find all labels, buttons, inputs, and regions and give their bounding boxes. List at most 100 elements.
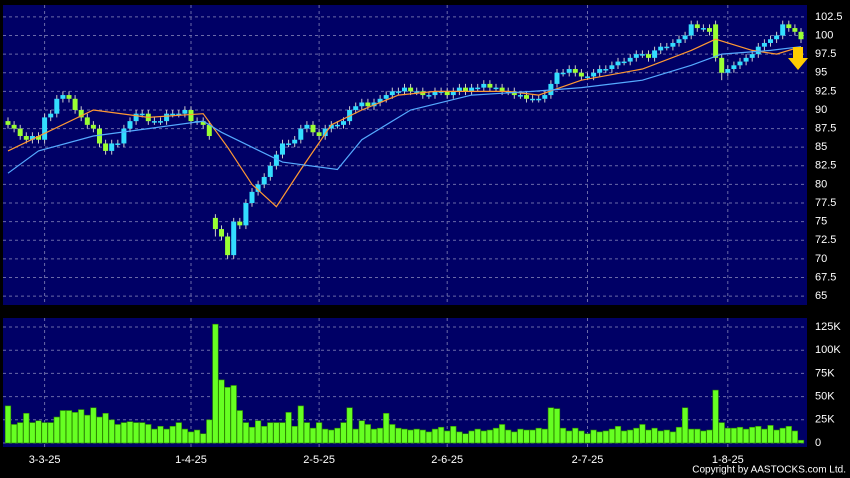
candle-body xyxy=(255,184,261,192)
volume-bar xyxy=(511,431,518,444)
candle-body xyxy=(84,117,90,125)
candle-body xyxy=(743,57,749,62)
candle-body xyxy=(212,217,218,230)
candle-body xyxy=(524,95,529,99)
volume-bar xyxy=(96,416,103,444)
candle-body xyxy=(658,46,664,51)
candle-body xyxy=(737,61,743,66)
candle-body xyxy=(566,69,572,73)
candle-body xyxy=(426,95,432,97)
volume-tick-label: 125K xyxy=(815,321,841,333)
candle-body xyxy=(456,87,462,92)
candle-body xyxy=(267,165,273,177)
y-tick-label: 92.5 xyxy=(815,85,836,97)
candle-body xyxy=(231,221,237,256)
volume-bar xyxy=(675,426,683,444)
volume-bar xyxy=(431,428,439,444)
candle-body xyxy=(505,91,511,93)
volume-bar xyxy=(559,427,567,444)
volume-tick-label: 50K xyxy=(815,391,835,403)
y-tick-label: 80 xyxy=(815,178,827,190)
y-tick-label: 72.5 xyxy=(815,234,836,246)
candle-body xyxy=(310,124,316,133)
volume-bar xyxy=(663,429,670,444)
y-tick-label: 90 xyxy=(815,104,827,116)
volume-bar xyxy=(376,427,384,444)
y-tick-label: 65 xyxy=(815,290,827,302)
volume-bar xyxy=(694,428,701,444)
volume-bar xyxy=(474,428,481,444)
volume-bar xyxy=(41,422,48,444)
candle-body xyxy=(292,139,298,144)
volume-bar xyxy=(157,426,164,444)
volume-bar xyxy=(614,426,622,444)
volume-bar xyxy=(35,420,42,444)
volume-bar xyxy=(590,429,597,444)
volume-bar xyxy=(23,413,30,444)
candle-body xyxy=(176,113,182,116)
volume-bar xyxy=(755,426,762,444)
x-tick-label: 3-3-25 xyxy=(29,454,61,466)
candle-body xyxy=(42,117,48,140)
volume-bar xyxy=(468,430,475,444)
candle-body xyxy=(286,143,292,145)
volume-bar xyxy=(346,407,353,444)
plot-layer: 65 67.5 70 72.5 75 77.5 80 82.5 85 87.5 90 92.5 95 97… xyxy=(3,5,843,466)
volume-bar xyxy=(126,421,134,444)
volume-bar xyxy=(401,428,408,444)
volume-bar xyxy=(230,385,237,444)
last-price-arrow xyxy=(788,47,808,70)
candle-body xyxy=(633,54,639,58)
candle-body xyxy=(48,113,54,118)
volume-bar xyxy=(535,427,542,444)
volume-bar xyxy=(700,430,707,444)
candle-body xyxy=(585,76,590,78)
volume-bar xyxy=(730,427,737,444)
volume-bar xyxy=(53,416,60,444)
candle-body xyxy=(23,136,29,140)
candle-body xyxy=(115,143,121,145)
volume-bar xyxy=(102,413,109,444)
volume-bar xyxy=(200,433,207,444)
candle-body xyxy=(749,54,755,58)
volume-bar xyxy=(566,430,573,444)
volume-bar xyxy=(572,427,579,444)
candle-body xyxy=(103,143,109,151)
y-tick-label: 82.5 xyxy=(815,160,836,172)
volume-bar xyxy=(657,430,664,444)
volume-bar xyxy=(749,426,756,444)
candle-body xyxy=(444,91,450,96)
volume-bar xyxy=(724,427,731,444)
volume-bar xyxy=(541,428,548,444)
volume-bar xyxy=(255,420,262,444)
candle-body xyxy=(713,24,719,58)
candle-body xyxy=(365,102,371,107)
candle-body xyxy=(341,121,346,125)
volume-bar xyxy=(797,439,805,444)
candle-body xyxy=(66,95,72,99)
volume-bar xyxy=(553,408,561,444)
candle-body xyxy=(560,72,566,75)
volume-bar xyxy=(29,422,36,444)
volume-bar xyxy=(627,429,634,444)
volume-bar xyxy=(773,429,780,444)
volume-bar xyxy=(163,428,170,444)
candle-body xyxy=(597,69,603,73)
candle-body xyxy=(395,91,401,93)
volume-bar xyxy=(212,323,219,444)
y-tick-label: 85 xyxy=(815,141,827,153)
candle-body xyxy=(450,91,456,96)
volume-bar xyxy=(261,426,268,444)
candle-body xyxy=(517,95,523,97)
volume-bar xyxy=(498,424,506,444)
candle-body xyxy=(707,28,712,32)
candle-body xyxy=(353,106,359,110)
candle-body xyxy=(164,113,170,122)
volume-bar xyxy=(224,387,231,444)
candle-body xyxy=(511,91,517,96)
volume-bar xyxy=(706,429,713,444)
candle-body xyxy=(158,121,163,123)
candle-body xyxy=(530,98,536,101)
candle-body xyxy=(542,95,548,99)
